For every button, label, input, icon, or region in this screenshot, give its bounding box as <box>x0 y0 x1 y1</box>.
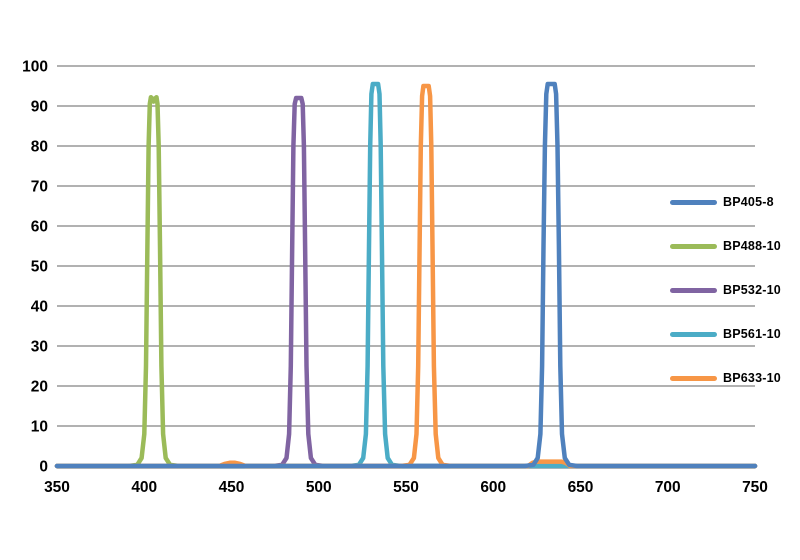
y-tick-label: 0 <box>39 459 48 476</box>
y-axis-tick-labels: 0 10 20 30 40 50 60 70 80 90 100 <box>22 59 48 476</box>
legend-label: BP488-10 <box>723 239 781 253</box>
y-tick-label: 10 <box>31 419 48 436</box>
legend-label: BP405-8 <box>723 195 774 209</box>
y-tick-label: 70 <box>31 179 48 196</box>
x-axis-tick-labels: 350 400 450 500 550 600 650 700 750 <box>44 479 768 496</box>
legend-line-swatch <box>670 331 717 337</box>
x-tick-label: 450 <box>219 479 245 496</box>
y-tick-label: 40 <box>31 299 48 316</box>
legend-item-BP405-8: BP405-8 <box>670 180 781 224</box>
legend-label: BP633-10 <box>723 371 781 385</box>
chart-legend: BP405-8 BP488-10 BP532-10 BP561-10 BP633-10 <box>670 180 781 400</box>
x-tick-label: 600 <box>480 479 506 496</box>
x-tick-label: 400 <box>131 479 157 496</box>
x-tick-label: 650 <box>568 479 594 496</box>
y-tick-label: 50 <box>31 259 48 276</box>
y-tick-label: 60 <box>31 219 48 236</box>
series-line-BP405-8 <box>54 81 758 469</box>
legend-item-BP532-10: BP532-10 <box>670 268 781 312</box>
gridlines <box>57 65 755 469</box>
series-line-BP561-10 <box>54 81 758 469</box>
y-tick-label: 90 <box>31 99 48 116</box>
series-lines <box>54 81 758 469</box>
legend-item-BP633-10: BP633-10 <box>670 356 781 400</box>
legend-item-BP561-10: BP561-10 <box>670 312 781 356</box>
legend-line-swatch <box>670 287 717 293</box>
legend-label: BP532-10 <box>723 283 781 297</box>
x-tick-label: 700 <box>655 479 681 496</box>
x-tick-label: 550 <box>393 479 419 496</box>
legend-line-swatch <box>670 199 717 205</box>
legend-label: BP561-10 <box>723 327 781 341</box>
y-tick-label: 30 <box>31 339 48 356</box>
series-line-BP532-10 <box>54 95 758 469</box>
x-tick-label: 350 <box>44 479 70 496</box>
y-tick-label: 20 <box>31 379 48 396</box>
legend-line-swatch <box>670 243 717 249</box>
legend-item-BP488-10: BP488-10 <box>670 224 781 268</box>
x-tick-label: 750 <box>742 479 768 496</box>
series-line-BP488-10 <box>54 94 758 469</box>
x-tick-label: 500 <box>306 479 332 496</box>
legend-line-swatch <box>670 375 717 381</box>
y-tick-label: 80 <box>31 139 48 156</box>
y-tick-label: 100 <box>22 59 48 76</box>
